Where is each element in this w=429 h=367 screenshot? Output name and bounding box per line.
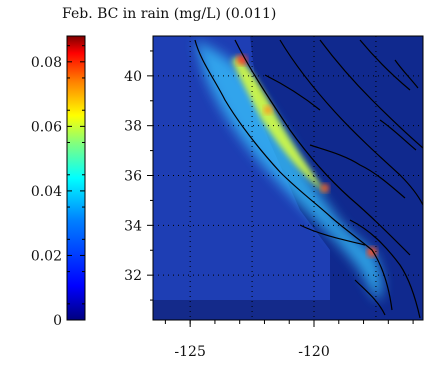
colorbar-tick-label: 0.04 [31,184,62,200]
colorbar-ticks: 0 0.02 0.04 0.06 0.08 [31,45,85,329]
map-hotspot-south [321,184,329,192]
map-hotspot-central [264,106,272,114]
colorbar-tick-label: 0.08 [31,55,62,71]
colorbar: 0 0.02 0.04 0.06 0.08 [31,35,86,329]
colorbar-tick-label: 0.02 [31,248,62,264]
lat-tick-label: 36 [124,169,142,185]
map-coastal-halo [195,40,383,300]
map-gridlines [153,36,423,320]
colorbar-tick-label: 0.06 [31,119,62,135]
map-frame [152,35,424,321]
map-field [153,36,423,320]
lat-tick-label: 40 [124,69,142,85]
map-coastal-band [232,56,328,195]
map-contours [194,39,423,319]
lat-tick-label: 38 [124,119,142,135]
map-panel: 32 34 36 38 40 -125 -120 [124,35,424,360]
lon-tick-label: -120 [298,344,329,360]
lat-tick-label: 34 [124,218,142,234]
colorbar-tick-label: 0 [53,313,62,329]
map-title: Feb. BC in rain (mg/L) (0.011) [62,6,277,22]
lat-tick-label: 32 [124,268,142,284]
colorbar-gradient [66,35,86,321]
map-axes: 32 34 36 38 40 -125 -120 [124,50,414,360]
lon-tick-label: -125 [174,344,205,360]
